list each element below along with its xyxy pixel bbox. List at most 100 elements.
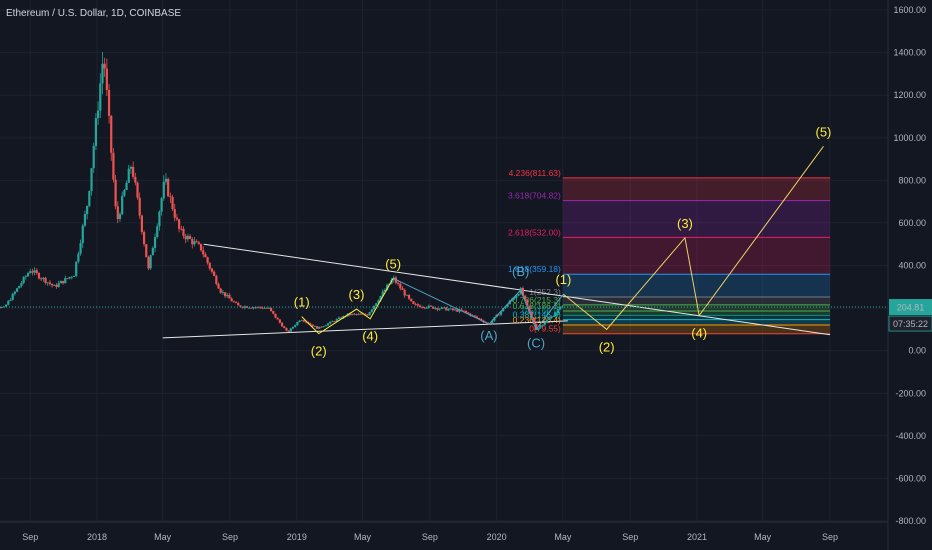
candle-body xyxy=(475,316,479,319)
fib-level-label: 1(252.3) xyxy=(529,287,561,297)
candle-body xyxy=(272,310,275,314)
wave-label-yellow: (3) xyxy=(677,216,693,231)
candle-body xyxy=(208,262,211,269)
fib-level-label: 0(79.55) xyxy=(529,324,561,334)
candle-body xyxy=(407,294,411,299)
candle-body xyxy=(206,257,209,263)
candle-body xyxy=(145,244,148,258)
y-tick-label: 600.00 xyxy=(898,218,926,228)
fib-extension-zone: 4.236(811.63) 3.618(704.82) 2.618(532.00) 1… xyxy=(508,168,831,335)
candle-body xyxy=(188,236,192,239)
candle-body xyxy=(552,316,555,317)
candlesticks xyxy=(0,52,564,333)
candle-body xyxy=(267,307,270,309)
chart-title: Ethereum / U.S. Dollar, 1D, COINBASE xyxy=(6,8,182,19)
candle-body xyxy=(515,295,518,299)
candle-body xyxy=(429,305,433,307)
candle-body xyxy=(315,326,319,329)
candle-body xyxy=(173,209,176,218)
candle-body xyxy=(434,308,437,309)
wave-projection-path xyxy=(563,145,824,331)
candle-body xyxy=(191,238,194,245)
fib-band xyxy=(562,304,831,312)
fib-band xyxy=(562,325,831,334)
candle-body xyxy=(160,198,163,212)
wave-label-yellow: (3) xyxy=(349,287,365,302)
candle-body xyxy=(169,196,172,198)
candle-body xyxy=(473,315,476,317)
candle-body xyxy=(134,176,137,183)
candle-body xyxy=(81,225,84,244)
grid-lines xyxy=(0,0,888,522)
candle-body xyxy=(442,307,446,309)
candle-body xyxy=(26,273,30,277)
wave-label-yellow: (5) xyxy=(816,124,832,139)
candle-body xyxy=(53,285,56,286)
candle-body xyxy=(386,284,389,290)
candle-body xyxy=(366,314,369,316)
candle-body xyxy=(337,317,341,320)
candle-body xyxy=(280,322,284,327)
candle-body xyxy=(532,317,535,325)
candle-body xyxy=(9,300,12,301)
candle-body xyxy=(110,115,113,153)
candle-body xyxy=(355,313,358,315)
candle-body xyxy=(276,317,279,320)
candle-body xyxy=(359,313,362,315)
candle-body xyxy=(410,298,413,302)
candle-body xyxy=(289,328,292,332)
y-tick-label: -400.00 xyxy=(895,431,926,441)
candle-body xyxy=(96,110,100,119)
candle-body xyxy=(456,309,459,312)
candle-body xyxy=(528,305,531,313)
candle-body xyxy=(31,271,34,273)
y-tick-label: 1200.00 xyxy=(893,90,926,100)
fib-level-label: 0.382(145.6) xyxy=(513,310,561,320)
candle-body xyxy=(164,178,168,182)
candle-body xyxy=(357,313,360,315)
candle-body xyxy=(162,181,165,199)
candle-body xyxy=(559,306,562,310)
candle-body xyxy=(114,179,117,207)
candle-body xyxy=(129,166,133,169)
candle-body xyxy=(259,306,262,308)
candle-body xyxy=(64,278,67,284)
candle-body xyxy=(269,307,273,311)
y-tick-label: 0.00 xyxy=(908,346,926,356)
candle-body xyxy=(138,197,141,216)
x-tick-label: Sep xyxy=(822,532,838,542)
y-tick-label: -600.00 xyxy=(895,473,926,483)
candle-body xyxy=(508,300,511,305)
x-tick-label: 2020 xyxy=(487,532,507,542)
candle-body xyxy=(427,305,430,308)
candle-body xyxy=(326,323,330,326)
candle-body xyxy=(309,323,312,325)
candle-body xyxy=(256,306,260,308)
candle-body xyxy=(239,305,242,307)
candle-body xyxy=(230,298,233,302)
candle-body xyxy=(241,306,244,308)
candle-body xyxy=(491,320,494,324)
candle-body xyxy=(550,316,553,319)
candle-body xyxy=(423,307,426,309)
candle-body xyxy=(153,237,157,248)
x-tick-label: May xyxy=(754,532,772,542)
fib-band xyxy=(562,237,831,275)
candle-body xyxy=(418,305,422,308)
candle-body xyxy=(83,214,87,226)
candle-body xyxy=(7,300,10,305)
candle-body xyxy=(92,145,95,169)
candle-body xyxy=(541,324,544,326)
candle-body xyxy=(197,242,200,244)
wave-abc-path xyxy=(392,277,564,331)
candle-body xyxy=(364,313,367,315)
candle-body xyxy=(105,68,108,91)
candle-body xyxy=(517,294,520,296)
candle-body xyxy=(401,288,404,290)
candle-body xyxy=(370,309,373,313)
candle-body xyxy=(556,309,560,314)
candle-body xyxy=(5,304,8,307)
candle-body xyxy=(502,308,505,312)
candle-body xyxy=(291,326,295,329)
